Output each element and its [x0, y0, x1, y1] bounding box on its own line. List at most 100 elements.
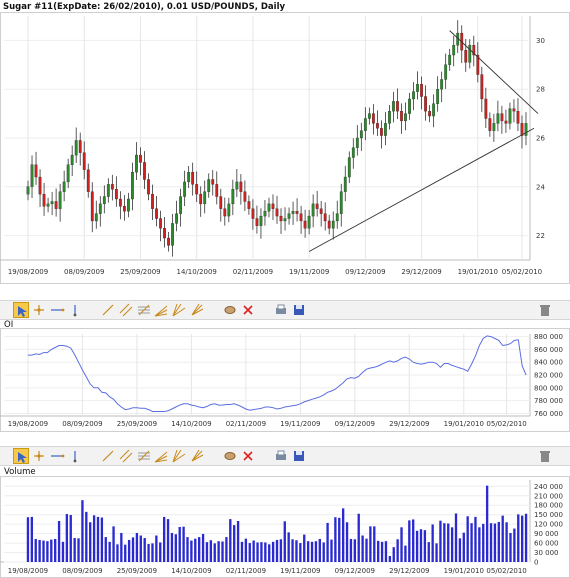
crosshair-tool[interactable]: [31, 448, 47, 464]
save-tool[interactable]: [291, 302, 307, 318]
save-tool[interactable]: [291, 448, 307, 464]
candle-body: [267, 203, 271, 212]
print-icon: [276, 450, 286, 460]
delete-drawing-tool[interactable]: [240, 302, 256, 318]
price-candlestick-chart[interactable]: 22 24 26 28 30 19/08/2009 08/09/2009 25/09/2009…: [0, 12, 570, 284]
text-label-tool[interactable]: [222, 448, 238, 464]
x-tick-label: 19/08/2009: [8, 268, 48, 276]
volume-bar: [42, 540, 45, 562]
gann-fan-tool[interactable]: [171, 302, 187, 318]
delete-drawing-tool[interactable]: [240, 448, 256, 464]
candle-body: [66, 164, 70, 183]
oi-series-line: [27, 335, 527, 412]
volume-bar: [85, 511, 88, 562]
candle-body: [114, 189, 118, 200]
trash-tool[interactable]: [537, 302, 553, 318]
volume-bar: [427, 542, 430, 562]
fibonacci-retracement-tool[interactable]: [136, 302, 152, 318]
cursor-tool[interactable]: [13, 448, 29, 464]
candle-body: [191, 172, 195, 185]
candle-body: [58, 191, 62, 209]
y-tick-label: 210 000: [534, 492, 563, 500]
andrews-pitchfork-tool[interactable]: [189, 448, 205, 464]
x-tick-label: 19/01/2010: [444, 420, 484, 428]
x-tick-label: 19/01/2010: [444, 567, 484, 575]
trash-icon: [540, 451, 550, 462]
x-tick-label: 19/01/2010: [458, 268, 498, 276]
candle-body: [211, 179, 215, 185]
candle-body: [195, 184, 199, 195]
print-tool[interactable]: [273, 302, 289, 318]
volume-bar: [77, 538, 80, 562]
x-tick-label: 05/02/2010: [502, 268, 542, 276]
vertical-line-tool[interactable]: [67, 448, 83, 464]
candle-body: [303, 220, 307, 229]
trash-tool[interactable]: [537, 448, 553, 464]
cursor-tool[interactable]: [13, 302, 29, 318]
resistance-trendline[interactable]: [449, 30, 539, 114]
volume-bar: [353, 539, 356, 562]
open-interest-line-chart[interactable]: 760 000 780 000 800 000 820 000 840 000 860 0…: [0, 328, 570, 432]
candle-body: [488, 118, 492, 131]
volume-bar: [252, 540, 255, 562]
fibonacci-fan-tool[interactable]: [153, 302, 169, 318]
candle-body: [251, 208, 255, 219]
volume-bar: [357, 513, 360, 562]
fibonacci-fan-tool[interactable]: [153, 448, 169, 464]
volume-bar: [69, 515, 72, 562]
candle-body: [371, 113, 375, 124]
y-tick-label: 0: [534, 559, 538, 567]
volume-bar: [470, 523, 473, 562]
y-tick-label: 880 000: [534, 333, 563, 341]
candle-body: [428, 111, 432, 117]
x-tick-label: 08/09/2009: [62, 420, 102, 428]
candle-body: [351, 147, 355, 158]
candle-body: [54, 201, 58, 209]
parallel-channel-tool[interactable]: [118, 302, 134, 318]
panel-border: [0, 12, 570, 284]
print-tool[interactable]: [273, 448, 289, 464]
gann-fan-tool[interactable]: [171, 448, 187, 464]
cursor-icon: [18, 452, 27, 463]
candle-body: [122, 206, 126, 212]
volume-bar: [443, 523, 446, 562]
candle-body: [359, 130, 363, 139]
volume-bar: [330, 539, 333, 562]
horizontal-line-tool[interactable]: [49, 448, 65, 464]
y-tick-label: 28: [536, 86, 545, 94]
volume-bar: [147, 544, 150, 562]
volume-bar: [517, 514, 520, 562]
volume-bar: [96, 516, 100, 562]
text-label-tool[interactable]: [222, 302, 238, 318]
trash-icon: [540, 305, 550, 316]
volume-bar: [462, 532, 465, 562]
crosshair-tool[interactable]: [31, 302, 47, 318]
volume-bar: [450, 527, 454, 562]
trend-line-tool[interactable]: [100, 302, 116, 318]
y-tick-label: 800 000: [534, 384, 563, 392]
volume-bar: [377, 540, 380, 562]
candle-body: [335, 213, 339, 222]
x-tick-label: 25/09/2009: [117, 567, 157, 575]
trend-line-tool[interactable]: [100, 448, 116, 464]
candle-body: [127, 198, 130, 212]
horizontal-line-tool[interactable]: [49, 302, 65, 318]
candle-body: [243, 191, 247, 202]
vertical-line-icon: [73, 451, 77, 463]
vertical-line-icon: [73, 305, 77, 317]
horizontal-line-icon: [51, 454, 65, 458]
andrews-pitchfork-tool[interactable]: [189, 302, 205, 318]
candle-body: [484, 98, 488, 119]
x-tick-label: 29/12/2009: [401, 268, 441, 276]
fibonacci-retracement-tool[interactable]: [136, 448, 152, 464]
candle-body: [331, 220, 335, 229]
fibonacci-fan-icon: [154, 451, 168, 463]
volume-bar: [201, 533, 205, 562]
volume-bar: [124, 544, 127, 562]
volume-bar: [81, 500, 84, 562]
candle-body: [384, 123, 387, 136]
vertical-line-tool[interactable]: [67, 302, 83, 318]
parallel-channel-tool[interactable]: [118, 448, 134, 464]
support-trendline[interactable]: [308, 127, 535, 252]
